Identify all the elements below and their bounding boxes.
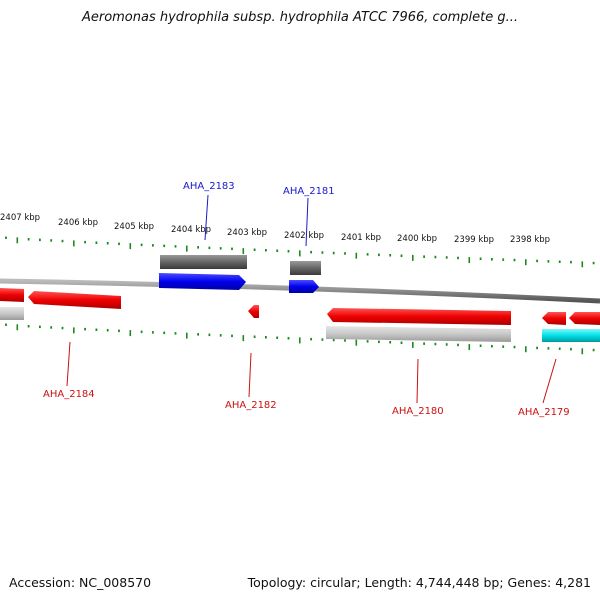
gene-feature-light xyxy=(326,326,511,342)
gene-label-reverse: AHA_2184 xyxy=(43,389,95,400)
gene-label-forward: AHA_2181 xyxy=(283,186,335,197)
scale-label: 2407 kbp xyxy=(0,213,40,223)
leader-line xyxy=(542,358,557,404)
gene-label-reverse: AHA_2180 xyxy=(392,406,444,417)
scale-label: 2402 kbp xyxy=(284,231,324,241)
scale-label: 2406 kbp xyxy=(58,218,98,228)
gene-feature-reverse xyxy=(28,291,121,309)
scale-label: 2403 kbp xyxy=(227,228,267,238)
gene-feature-forward xyxy=(159,273,246,290)
scale-ticks-outer xyxy=(5,236,595,268)
gene-feature-reverse xyxy=(569,312,600,325)
map-title: Aeromonas hydrophila subsp. hydrophila A… xyxy=(81,10,519,25)
gene-feature-forward xyxy=(289,280,319,293)
gene-labels: AHA_2183 AHA_2181 AHA_2184 AHA_2182 AHA_… xyxy=(43,181,570,418)
scale-label: 2399 kbp xyxy=(454,235,494,245)
gene-feature-reverse xyxy=(542,312,566,325)
scale-ticks-inner xyxy=(5,323,595,355)
gene-feature-reverse xyxy=(0,288,24,302)
gene-feature-gray xyxy=(160,255,247,269)
leader-line xyxy=(305,197,309,247)
leader-line xyxy=(204,194,209,241)
leader-line xyxy=(248,352,252,398)
accession-text: Accession: NC_008570 xyxy=(9,575,152,590)
scale-label: 2404 kbp xyxy=(171,225,211,235)
gene-features xyxy=(0,255,600,342)
scale-label: 2398 kbp xyxy=(510,235,550,245)
leader-line xyxy=(66,341,71,387)
gene-feature-reverse xyxy=(248,305,259,318)
leader-line xyxy=(416,358,419,404)
gene-label-forward: AHA_2183 xyxy=(183,181,235,192)
gene-label-reverse: AHA_2182 xyxy=(225,400,277,411)
topology-text: Topology: circular; Length: 4,744,448 bp… xyxy=(247,575,591,590)
scale-label: 2400 kbp xyxy=(397,234,437,244)
scale-labels: 2407 kbp 2406 kbp 2405 kbp 2404 kbp 2403… xyxy=(0,213,550,245)
scale-label: 2401 kbp xyxy=(341,233,381,243)
gene-feature-cyan xyxy=(542,329,600,342)
label-leaders xyxy=(66,194,557,404)
scale-label: 2405 kbp xyxy=(114,222,154,232)
gene-feature-reverse xyxy=(327,308,511,325)
gene-feature-light xyxy=(0,307,24,320)
gene-feature-gray xyxy=(290,261,321,275)
gene-label-reverse: AHA_2179 xyxy=(518,407,570,418)
